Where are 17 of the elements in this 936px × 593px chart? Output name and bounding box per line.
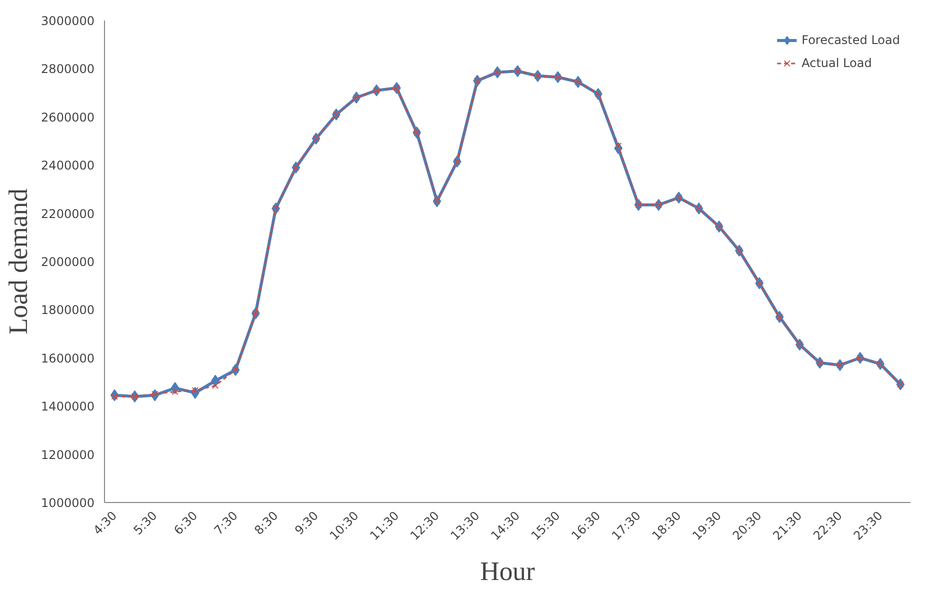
y-tick-label: 2600000	[41, 110, 95, 124]
y-tick-label: 1600000	[41, 351, 95, 366]
y-tick-label: 2000000	[41, 255, 95, 269]
x-axis-title: Hour	[480, 556, 536, 586]
point	[131, 393, 138, 400]
y-tick-label: 2800000	[41, 62, 95, 76]
y-axis-title: Load demand	[3, 188, 34, 334]
y-tick-label: 1400000	[41, 400, 95, 414]
y-tick-label: 1200000	[41, 448, 95, 462]
y-tick-label: 1800000	[41, 303, 95, 318]
y-tick-label: 2200000	[41, 206, 95, 221]
y-tick-label: 1000000	[41, 496, 95, 510]
y-tick-label: 2400000	[41, 158, 95, 173]
y-tick-label: 3000000	[41, 14, 95, 28]
legend-label: Actual Load	[802, 56, 872, 70]
point	[212, 382, 219, 389]
legend-label: Forecasted Load	[802, 33, 900, 47]
